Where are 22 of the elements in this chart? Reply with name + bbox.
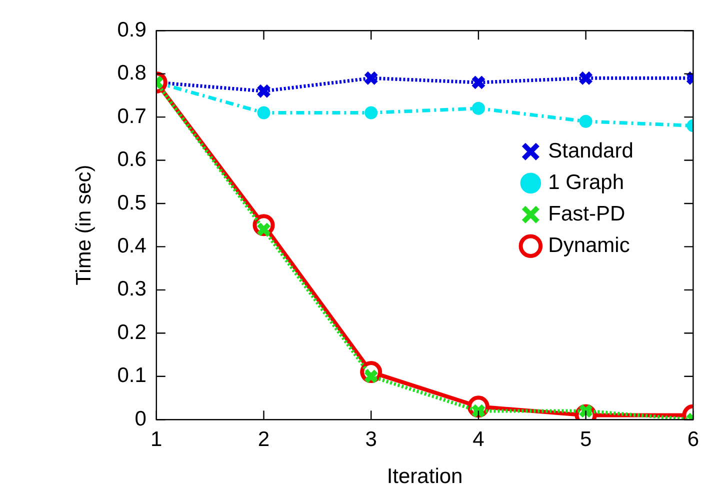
y-tick-label: 0.6 [117,148,146,172]
legend-label: Standard [548,139,634,162]
x-tick-label: 3 [365,428,377,451]
y-tick-label: 0.7 [117,104,146,128]
y-tick-label: 0 [134,407,146,430]
x-tick-label: 1 [150,428,162,451]
legend-label: 1 Graph [548,170,624,194]
x-tick-label: 6 [687,428,700,451]
legend-label: Fast-PD [548,202,626,226]
x-axis-title: Iteration [386,465,463,488]
x-tick-label: 4 [472,428,485,451]
y-tick-label: 0.8 [117,62,146,85]
y-tick-label: 0.5 [117,191,146,214]
legend-label: Dynamic [548,234,630,257]
y-tick-label: 0.3 [117,278,146,301]
x-tick-label: 5 [580,428,592,451]
x-tick-label: 2 [258,428,270,451]
y-tick-label: 0.4 [117,234,147,258]
y-tick-label: 0.9 [117,18,146,42]
y-tick-label: 0.2 [117,320,146,344]
y-axis-title: Time (in sec) [72,164,96,286]
y-tick-label: 0.1 [117,364,146,388]
